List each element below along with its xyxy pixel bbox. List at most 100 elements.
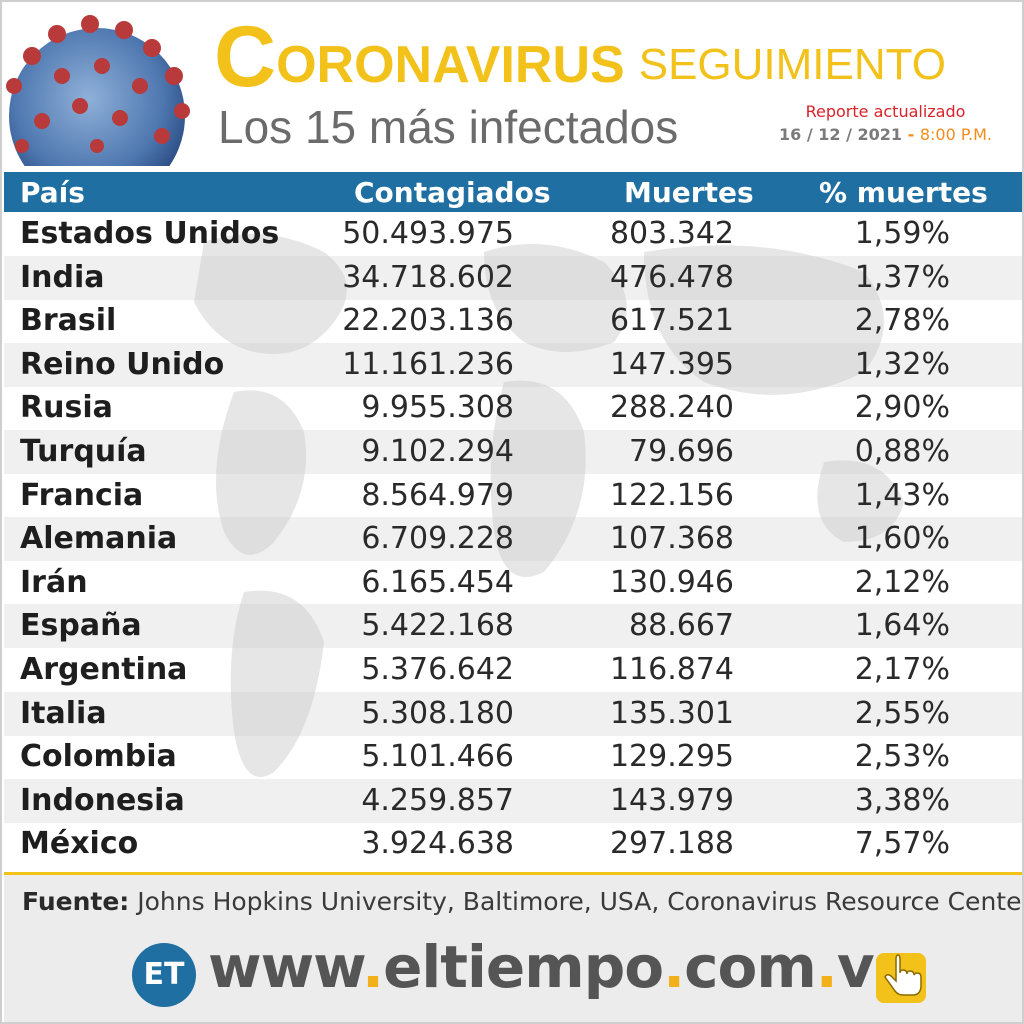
title-main: ORONAVIRUS [276,36,625,94]
url-dot-1: . [362,933,384,1001]
cell-pct-muertes: 2,55% [854,695,950,731]
table-row: Argentina 5.376.642 116.874 2,17% [4,648,1022,692]
cell-contagiados: 5.101.466 [361,739,514,775]
cell-pct-muertes: 1,60% [854,521,950,557]
cell-pct-muertes: 2,78% [854,303,950,339]
table-row: Indonesia 4.259.857 143.979 3,38% [4,778,1022,823]
cell-pct-muertes: 1,37% [854,259,950,295]
cell-contagiados: 5.308.180 [361,695,514,731]
cell-pct-muertes: 3,38% [854,782,950,818]
header: CORONAVIRUS SEGUIMIENTO Los 15 más infect… [2,2,1022,166]
url-dot-3: . [815,933,838,1001]
report-updated: Reporte actualizado 16 / 12 / 2021 - 8:0… [779,102,992,144]
cell-muertes: 147.395 [609,346,734,382]
table-row: Brasil 22.203.136 617.521 2,78% [4,299,1022,343]
report-date: 16 / 12 / 2021 [779,125,903,144]
cell-contagiados: 50.493.975 [342,216,514,251]
cell-muertes: 116.874 [609,652,734,687]
cell-muertes: 476.478 [609,259,734,295]
cell-pct-muertes: 1,32% [854,346,950,382]
column-header-pais: País [20,176,85,209]
url-domain: eltiempo [383,933,664,1001]
cell-muertes: 135.301 [609,695,734,731]
table-header: País Contagiados Muertes % muertes [4,172,1022,212]
table-row: Irán 6.165.454 130.946 2,12% [4,561,1022,605]
column-header-pct-muertes: % muertes [819,176,988,209]
cell-muertes: 617.521 [609,303,734,339]
cell-pais: Rusia [20,390,113,426]
cell-muertes: 803.342 [609,216,734,251]
title: CORONAVIRUS SEGUIMIENTO [214,14,946,100]
url-dot-2: . [663,933,685,1001]
cell-muertes: 88.667 [629,608,734,644]
coronavirus-icon [6,15,190,166]
table-row: India 34.718.602 476.478 1,37% [4,255,1022,300]
cell-contagiados: 6.165.454 [361,564,514,600]
cell-pais: Colombia [20,739,177,775]
cell-contagiados: 34.718.602 [342,259,514,295]
cell-muertes: 107.368 [609,521,734,557]
table-row: Rusia 9.955.308 288.240 2,90% [4,386,1022,430]
cell-contagiados: 5.376.642 [361,652,514,687]
source-text: Johns Hopkins University, Baltimore, USA… [137,887,1024,916]
table-row: España 5.422.168 88.667 1,64% [4,604,1022,649]
cell-contagiados: 11.161.236 [342,346,514,382]
website-url[interactable]: www.eltiempo.com.ve [208,933,913,1001]
cell-contagiados: 22.203.136 [342,303,514,339]
footer: Fuente: Johns Hopkins University, Baltim… [4,875,1022,1022]
cell-pct-muertes: 1,59% [854,216,950,251]
cell-contagiados: 9.102.294 [361,434,514,469]
cell-pct-muertes: 7,57% [854,826,950,862]
cell-pais: India [20,259,105,295]
divider-line [4,872,1022,875]
cell-pct-muertes: 2,17% [854,652,950,687]
cell-muertes: 288.240 [609,390,734,426]
table-row: Alemania 6.709.228 107.368 1,60% [4,517,1022,562]
subtitle: Los 15 más infectados [218,101,679,153]
cell-contagiados: 3.924.638 [361,826,514,862]
table-row: Turquía 9.102.294 79.696 0,88% [4,430,1022,474]
cell-pais: México [20,826,139,862]
source-note: Fuente: Johns Hopkins University, Baltim… [22,887,1024,916]
report-separator: - [907,125,915,144]
cell-muertes: 79.696 [629,434,734,469]
cell-muertes: 129.295 [609,739,734,775]
cell-pct-muertes: 2,90% [854,390,950,426]
cell-pct-muertes: 1,43% [854,477,950,513]
cell-muertes: 130.946 [609,564,734,600]
cell-contagiados: 9.955.308 [361,390,514,426]
table-row: Estados Unidos 50.493.975 803.342 1,59% [4,212,1022,256]
cell-contagiados: 8.564.979 [361,477,514,513]
cell-contagiados: 6.709.228 [361,521,514,557]
cell-pais: Estados Unidos [20,216,280,251]
cell-pais: Argentina [20,652,188,687]
cell-pais: Irán [20,564,88,600]
column-header-muertes: Muertes [624,176,754,209]
cell-muertes: 122.156 [609,477,734,513]
cell-pais: Indonesia [20,782,185,818]
table-body: Estados Unidos 50.493.975 803.342 1,59% Indi… [4,212,1022,872]
table-row: Colombia 5.101.466 129.295 2,53% [4,735,1022,779]
world-map-background [194,234,904,777]
title-initial: C [214,9,277,105]
cell-pct-muertes: 1,64% [854,608,950,644]
el-tiempo-logo: ET [132,943,196,1007]
cell-pais: Reino Unido [20,346,225,382]
column-header-contagiados: Contagiados [354,176,551,209]
cell-pct-muertes: 0,88% [854,434,950,469]
cell-muertes: 143.979 [609,782,734,818]
pointing-hand-icon [876,953,926,1003]
cell-pais: Brasil [20,303,117,339]
cell-pct-muertes: 2,12% [854,564,950,600]
cell-contagiados: 5.422.168 [361,608,514,644]
report-label: Reporte actualizado [805,102,966,121]
table-row: México 3.924.638 297.188 7,57% [4,822,1022,866]
cell-pais: Francia [20,477,144,513]
report-datetime: 16 / 12 / 2021 - 8:00 P.M. [779,125,992,144]
cell-pais: España [20,608,142,644]
source-label: Fuente: [22,887,130,916]
url-www: www [208,933,363,1001]
table-row: Reino Unido 11.161.236 147.395 1,32% [4,342,1022,387]
url-com: com [684,933,817,1001]
